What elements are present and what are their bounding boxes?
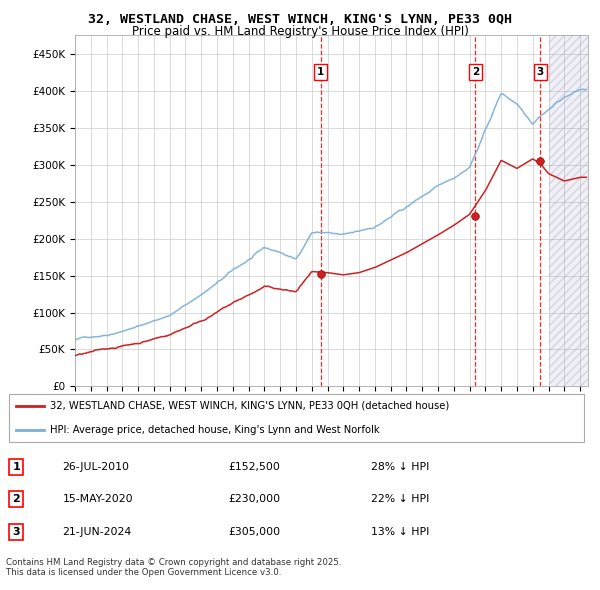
Text: £305,000: £305,000 xyxy=(229,527,281,537)
Text: 28% ↓ HPI: 28% ↓ HPI xyxy=(371,461,430,471)
Text: 2: 2 xyxy=(12,494,20,504)
Text: £152,500: £152,500 xyxy=(229,461,281,471)
Text: £230,000: £230,000 xyxy=(229,494,281,504)
Text: 22% ↓ HPI: 22% ↓ HPI xyxy=(371,494,430,504)
Text: 3: 3 xyxy=(536,67,544,77)
Text: 32, WESTLAND CHASE, WEST WINCH, KING'S LYNN, PE33 0QH (detached house): 32, WESTLAND CHASE, WEST WINCH, KING'S L… xyxy=(50,401,449,411)
Text: 15-MAY-2020: 15-MAY-2020 xyxy=(62,494,133,504)
Text: 13% ↓ HPI: 13% ↓ HPI xyxy=(371,527,430,537)
Text: 32, WESTLAND CHASE, WEST WINCH, KING'S LYNN, PE33 0QH: 32, WESTLAND CHASE, WEST WINCH, KING'S L… xyxy=(88,13,512,26)
Bar xyxy=(548,35,588,386)
Text: 26-JUL-2010: 26-JUL-2010 xyxy=(62,461,130,471)
Text: 1: 1 xyxy=(12,461,20,471)
Text: Contains HM Land Registry data © Crown copyright and database right 2025.
This d: Contains HM Land Registry data © Crown c… xyxy=(6,558,341,577)
Text: Price paid vs. HM Land Registry's House Price Index (HPI): Price paid vs. HM Land Registry's House … xyxy=(131,25,469,38)
Text: 2: 2 xyxy=(472,67,479,77)
Bar xyxy=(548,35,588,386)
Text: HPI: Average price, detached house, King's Lynn and West Norfolk: HPI: Average price, detached house, King… xyxy=(50,425,379,435)
Text: 21-JUN-2024: 21-JUN-2024 xyxy=(62,527,131,537)
Text: 1: 1 xyxy=(317,67,325,77)
FancyBboxPatch shape xyxy=(9,394,584,441)
Text: 3: 3 xyxy=(12,527,20,537)
